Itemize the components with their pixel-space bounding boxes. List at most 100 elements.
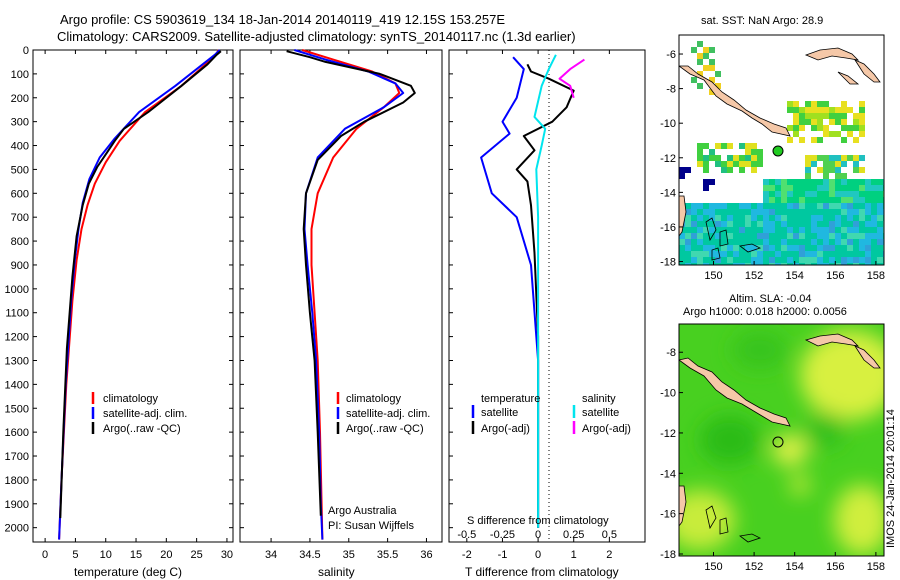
sst-cell (781, 221, 787, 227)
sst-cell (733, 161, 739, 167)
sst-cell (805, 239, 811, 245)
sst-cell (733, 251, 739, 257)
sst-cell (811, 221, 817, 227)
difference-legend: temperature satellite Argo(-adj) salinit… (471, 393, 631, 435)
lon-tick-label: 156 (826, 561, 844, 573)
sst-cell (835, 257, 841, 263)
sst-cell (799, 179, 805, 185)
sst-cell (739, 227, 745, 233)
sst-cell (781, 215, 787, 221)
sst-cell (757, 161, 763, 167)
sst-cell (847, 131, 853, 137)
sst-cell (745, 149, 751, 155)
sst-cell (751, 245, 757, 251)
s-tick-label: 0.5 (602, 529, 617, 541)
sst-cell (805, 191, 811, 197)
sst-cell (697, 227, 703, 233)
sst-cell (691, 251, 697, 257)
sst-cell (841, 215, 847, 221)
lat-tick-label: -6 (666, 49, 676, 61)
sst-cell (787, 245, 793, 251)
sst-cell (829, 197, 835, 203)
sst-cell (769, 185, 775, 191)
sst-cell (811, 113, 817, 119)
sst-cell (853, 197, 859, 203)
sst-cell (805, 215, 811, 221)
sst-cell (841, 209, 847, 215)
sst-cell (739, 239, 745, 245)
sst-cell (775, 239, 781, 245)
sst-cell (805, 233, 811, 239)
sst-cell (697, 143, 703, 149)
sst-cell (829, 161, 835, 167)
sst-cell (877, 245, 883, 251)
sst-cell (781, 233, 787, 239)
sst-cell (817, 245, 823, 251)
sst-cell (847, 221, 853, 227)
sst-cell (769, 209, 775, 215)
sst-cell (817, 185, 823, 191)
x-tick-label: 25 (191, 549, 203, 561)
sst-cell (859, 245, 865, 251)
lon-tick-label: 150 (704, 561, 722, 573)
sst-cell (781, 179, 787, 185)
cape-york-land (679, 485, 687, 527)
sst-cell (871, 251, 877, 257)
sst-cell (823, 203, 829, 209)
x-tick-label: 36 (420, 549, 432, 561)
sst-cell (763, 185, 769, 191)
sst-cell (697, 71, 703, 77)
sst-cell (835, 209, 841, 215)
sst-cell (733, 245, 739, 251)
sst-cell (859, 167, 865, 173)
sst-cell (775, 263, 781, 265)
sst-cell (865, 263, 871, 265)
sst-cell (757, 251, 763, 257)
sst-cell (793, 245, 799, 251)
sst-cell (799, 221, 805, 227)
salinity-xlabel: salinity (318, 565, 355, 579)
sst-cell (697, 251, 703, 257)
sla-blob (700, 415, 760, 465)
sst-cell (691, 221, 697, 227)
sst-cell (715, 221, 721, 227)
sst-cell (835, 233, 841, 239)
sst-cell (859, 233, 865, 239)
lat-tick-label: -16 (660, 509, 676, 521)
sst-cell (811, 245, 817, 251)
sst-cell (859, 113, 865, 119)
sst-cell (691, 209, 697, 215)
sst-cell (841, 233, 847, 239)
x-tick-label: 2 (606, 549, 612, 561)
sst-cell (733, 257, 739, 263)
sst-cell (775, 191, 781, 197)
sst-cell (727, 233, 733, 239)
sst-cell (715, 233, 721, 239)
sst-cell (829, 209, 835, 215)
sst-cell (841, 137, 847, 143)
sst-cell (709, 47, 715, 53)
sst-cell (721, 263, 727, 265)
sst-cell (799, 215, 805, 221)
sst-cell (745, 239, 751, 245)
sst-cell (745, 257, 751, 263)
depth-tick-label: 100 (11, 69, 29, 81)
sst-cell (823, 131, 829, 137)
sst-cell (715, 203, 721, 209)
difference-series (480, 54, 585, 528)
sst-cell (739, 203, 745, 209)
sst-cell (697, 233, 703, 239)
sst-cell (853, 179, 859, 185)
sst-cell (721, 221, 727, 227)
sst-cell (823, 215, 829, 221)
sst-cell (733, 203, 739, 209)
sst-cell (841, 113, 847, 119)
lat-tick-label: -8 (666, 347, 676, 359)
sst-cell (733, 239, 739, 245)
sst-cell (721, 245, 727, 251)
series-line (286, 50, 416, 516)
legend-temperature-heading: temperature (481, 393, 540, 405)
sst-cell (841, 101, 847, 107)
sst-cell (685, 245, 691, 251)
sst-cell (793, 209, 799, 215)
